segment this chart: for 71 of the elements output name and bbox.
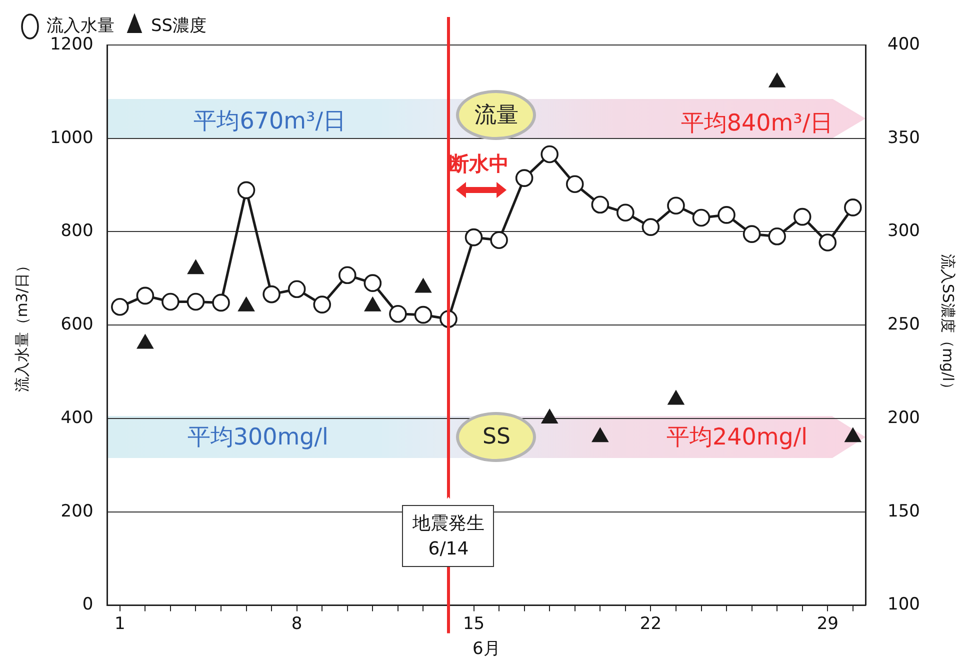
point (616, 204, 634, 222)
point (541, 408, 558, 424)
annotation: 平均240mg/l (666, 424, 808, 453)
point (642, 218, 660, 236)
x-axis-title: 6月 (472, 639, 500, 660)
annotation: 流量 (474, 102, 518, 130)
point (844, 428, 862, 442)
point (136, 334, 154, 349)
point (718, 206, 736, 224)
y2-tick-label: 250 (888, 314, 920, 335)
point (668, 390, 684, 405)
point (237, 181, 256, 200)
point (389, 304, 407, 323)
point (364, 296, 381, 312)
x-tick-label: 1 (114, 614, 126, 634)
legend-label: 流入水量 (46, 16, 114, 36)
point (515, 169, 534, 187)
annotation: 平均300mg/l (187, 424, 328, 453)
point (490, 231, 508, 250)
y-tick-label: 600 (60, 314, 94, 335)
point (238, 296, 255, 312)
point (844, 198, 862, 216)
point (111, 298, 129, 316)
point (591, 196, 610, 214)
point (136, 286, 154, 305)
point (818, 234, 837, 252)
ref-line-label: 地震発生 6/14 (412, 512, 484, 560)
point (187, 260, 204, 274)
annotation: 断水中 (448, 150, 509, 178)
point (313, 296, 332, 314)
point (566, 175, 584, 194)
x-tick-label: 8 (291, 614, 302, 634)
y-tick-label: 200 (60, 501, 94, 522)
annotation: SS (482, 424, 510, 450)
annotation: 平均670m³/日 (194, 107, 346, 136)
annotation: 平均840m³/日 (680, 109, 834, 138)
y2-tick-label: 300 (888, 221, 920, 242)
y-axis-title: 流入水量（m3/日） (12, 258, 31, 392)
point (692, 208, 710, 227)
point (288, 280, 306, 298)
point (364, 274, 382, 292)
x-tick-label: 22 (640, 614, 662, 634)
x-tick-label: 15 (462, 614, 485, 634)
point (212, 294, 230, 312)
y2-tick-label: 100 (888, 594, 920, 615)
y2-tick-label: 350 (888, 128, 920, 148)
x-tick-label: 29 (816, 614, 838, 634)
point (414, 306, 432, 324)
y2-tick-label: 150 (888, 501, 920, 522)
point (742, 225, 761, 243)
point (338, 266, 356, 284)
y-tick-label: 400 (60, 408, 94, 428)
point (464, 228, 483, 246)
y2-tick-label: 200 (888, 408, 920, 428)
point (768, 228, 786, 246)
point (592, 428, 608, 442)
point (186, 292, 205, 311)
y-tick-label: 1000 (50, 128, 94, 148)
legend-label: SS濃度 (151, 16, 207, 36)
point (414, 278, 432, 293)
y2-axis-title: 流入SS濃度（mg/l） (939, 254, 958, 396)
y2-tick-label: 400 (888, 34, 920, 54)
point (162, 292, 180, 311)
point (540, 145, 558, 164)
y-tick-label: 800 (60, 221, 94, 242)
point (667, 196, 685, 214)
y-tick-label: 0 (82, 594, 94, 615)
point (793, 208, 812, 226)
point (262, 285, 280, 304)
point (768, 72, 786, 88)
y-tick-label: 1200 (50, 34, 94, 54)
